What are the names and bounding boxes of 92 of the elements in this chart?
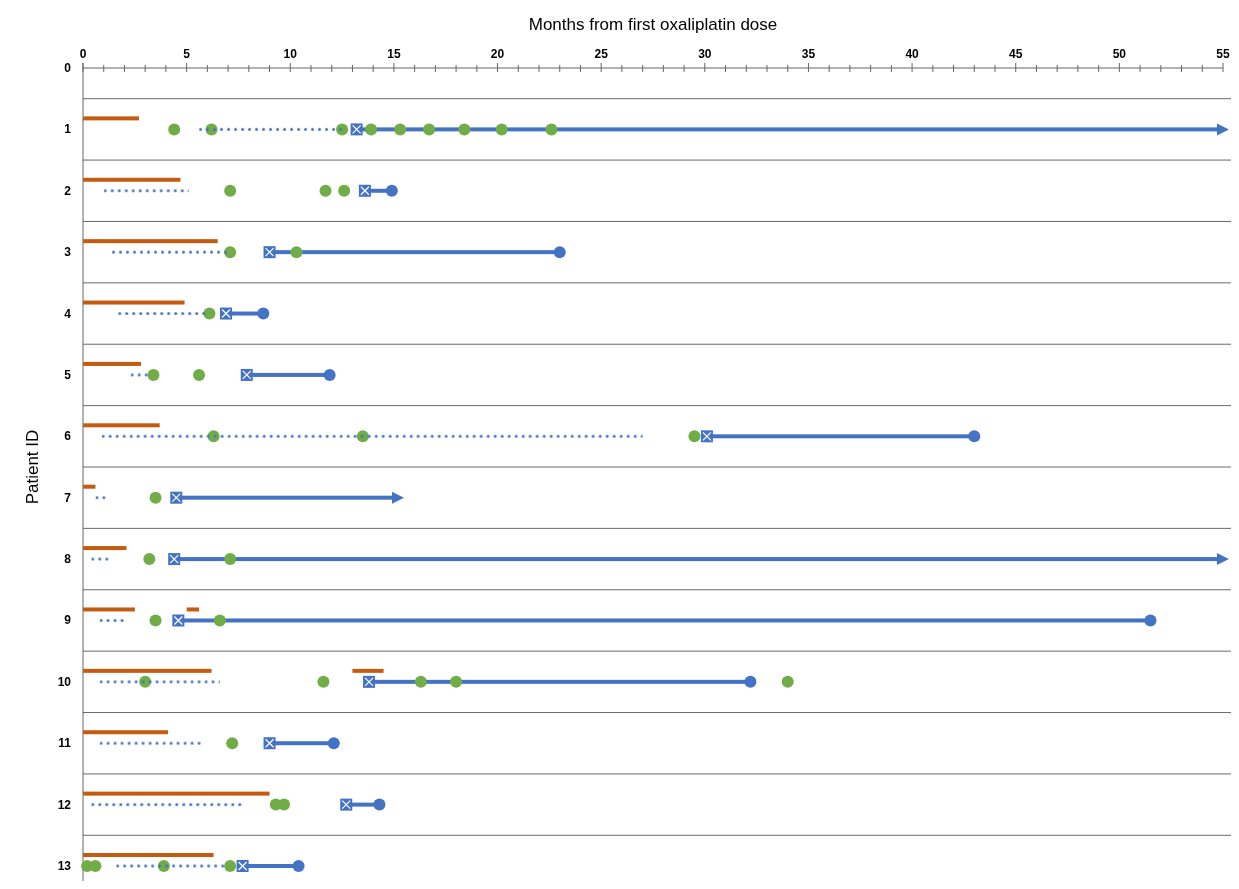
bar: [101, 434, 643, 438]
point: [968, 430, 981, 443]
point: [688, 430, 701, 443]
point: [149, 491, 162, 504]
point: [327, 737, 340, 750]
point: [317, 675, 330, 688]
point: [423, 123, 436, 136]
point: [394, 123, 407, 136]
point: [290, 246, 303, 259]
x-tick-label: 20: [490, 47, 505, 61]
y-tick-label: 5: [64, 367, 72, 382]
y-tick-label: 10: [57, 674, 72, 689]
point: [319, 184, 332, 197]
point: [373, 798, 386, 811]
point: [553, 246, 566, 259]
point: [385, 184, 398, 197]
bar: [83, 546, 127, 551]
bar: [95, 496, 106, 500]
point: [1216, 123, 1229, 136]
y-tick-label: 7: [64, 490, 72, 505]
bar: [83, 116, 139, 121]
x-tick-label: 5: [183, 47, 191, 61]
bar: [116, 864, 229, 868]
bar: [83, 361, 142, 366]
bar: [83, 239, 218, 244]
point: [168, 123, 181, 136]
point: [545, 123, 558, 136]
point: [365, 123, 378, 136]
bar: [83, 668, 212, 673]
x-tick-label: 50: [1112, 47, 1127, 61]
bar: [186, 607, 200, 612]
bar: [352, 668, 384, 673]
x-tick-label: 40: [905, 47, 920, 61]
bar: [118, 312, 208, 316]
point: [143, 553, 156, 566]
bar: [83, 730, 168, 735]
y-tick-label: 12: [57, 797, 72, 812]
x-tick-label: 55: [1216, 47, 1230, 61]
point: [193, 368, 206, 381]
point: [226, 737, 239, 750]
y-tick-label: 9: [64, 613, 72, 628]
point: [1144, 614, 1157, 627]
x-tick-label: 10: [283, 47, 298, 61]
y-tick-label: 2: [64, 183, 72, 198]
bar: [83, 791, 270, 796]
point: [292, 860, 305, 872]
bar: [91, 803, 243, 807]
y-tick-label: 6: [64, 429, 72, 444]
y-tick-label: 8: [64, 552, 72, 567]
bar: [83, 300, 185, 305]
bar: [83, 853, 214, 857]
bar: [99, 741, 204, 745]
bar: [83, 484, 96, 489]
x-tick-label: 35: [801, 47, 816, 61]
x-axis-title: Months from first oxaliplatin dose: [528, 15, 778, 34]
x-tick-label: 0: [79, 47, 87, 61]
y-tick-label: 11: [58, 736, 72, 751]
point: [458, 123, 471, 136]
x-tick-label: 30: [698, 47, 712, 61]
bar: [91, 557, 110, 561]
bar: [199, 127, 343, 131]
bar: [83, 423, 160, 428]
bar: [103, 189, 189, 193]
bar: [83, 177, 181, 182]
x-tick-label: 25: [594, 47, 609, 61]
point: [414, 675, 427, 688]
y-axis-title: Patient ID: [23, 429, 42, 505]
point: [257, 307, 270, 320]
bar: [99, 680, 220, 684]
y-tick-label: 1: [64, 122, 72, 137]
y-tick-label: 4: [64, 306, 72, 321]
point: [338, 184, 351, 197]
x-tick-label: 45: [1009, 47, 1023, 61]
point: [149, 614, 162, 627]
point: [213, 614, 226, 627]
y-tick-label: 13: [57, 859, 72, 873]
x-tick-label: 15: [387, 47, 401, 61]
point: [781, 675, 794, 688]
point: [323, 368, 336, 381]
point: [391, 491, 404, 504]
bar: [83, 607, 135, 612]
point: [224, 553, 237, 566]
point: [495, 123, 508, 136]
point: [224, 184, 237, 197]
bar: [99, 618, 127, 622]
point: [1216, 553, 1229, 566]
y-tick-label: 3: [64, 245, 72, 260]
point: [450, 675, 463, 688]
bar: [130, 373, 152, 377]
point: [744, 675, 757, 688]
bar: [112, 250, 229, 254]
y-tick-label: 0: [64, 61, 72, 75]
